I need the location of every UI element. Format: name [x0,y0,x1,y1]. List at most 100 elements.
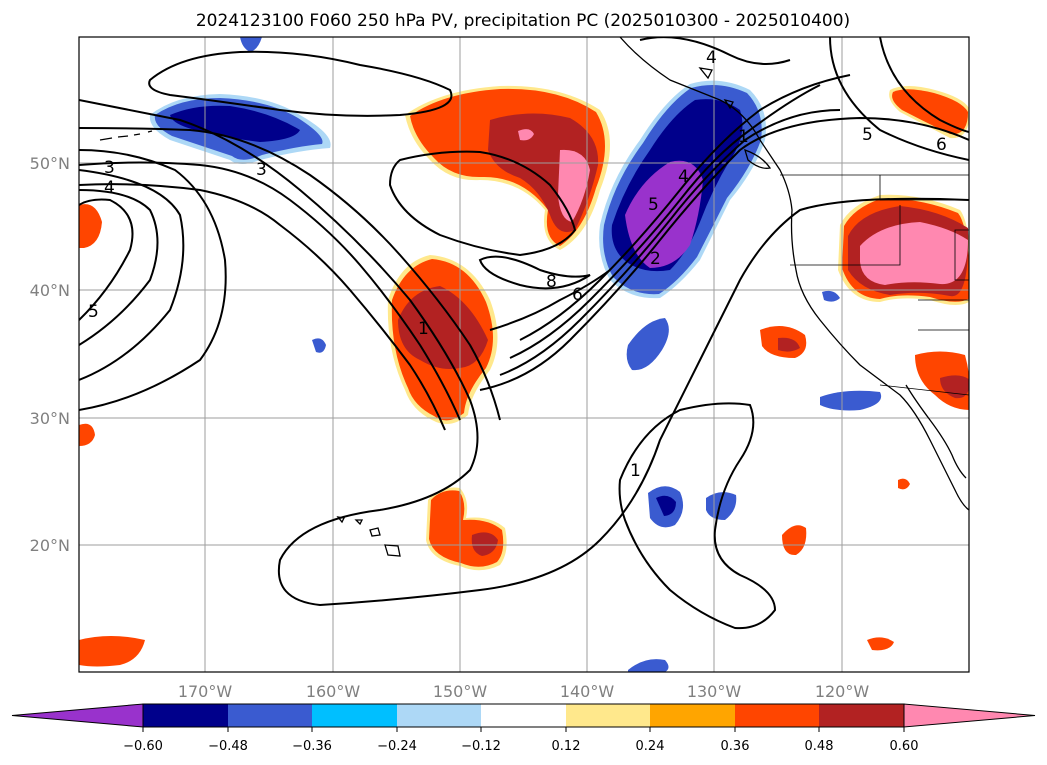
colorbar-tick-label: 0.48 [805,739,834,754]
colorbar-tick-label: 0.60 [890,739,919,754]
precip-anomaly-central-dark [398,286,488,369]
hawaii-islands [336,516,401,557]
contour-label: 4 [706,48,717,68]
contour-label: 1 [738,127,749,147]
contour-label: 4 [678,167,689,187]
pv-contour [79,169,185,381]
aleutian-islands [99,130,153,141]
colorbar-tick-label: −0.12 [461,739,501,754]
colorbar-tick-label: −0.48 [208,739,248,754]
pv-contours [79,37,969,630]
contour-label: 3 [256,160,267,180]
pv-contour [489,269,611,331]
latitude-labels: 50°N 40°N 30°N 20°N [30,154,70,555]
lon-label: 150°W [433,682,488,701]
pv-contour [388,150,577,257]
colorbar-extend-low [11,703,144,728]
precip-anomaly-ne-pacific-pink [558,149,590,222]
contour-label: 8 [546,272,557,292]
precip-anomaly-mid-4 [820,390,882,411]
colorbar-tick-label: −0.24 [377,739,417,754]
colorbar-tick-label: −0.36 [292,739,332,754]
precip-anomaly-small-1 [867,637,894,651]
colorbar-ticks [142,727,905,732]
pv-contour [79,198,134,321]
lat-label: 50°N [30,154,70,173]
contour-label: 1 [630,461,641,481]
pv-contour [148,50,453,117]
precip-anomaly-mid-1 [626,318,669,371]
precip-anomaly-canada-core [892,89,968,135]
precip-anomaly-offshore-ca-dark [778,337,800,352]
pv-contour [79,99,969,607]
pv-contour [79,127,501,421]
contour-labels: 3 4 3 5 1 8 6 2 5 4 1 5 6 4 1 [88,48,947,481]
gridlines [79,37,969,672]
colorbar-tick-label: 0.12 [552,739,581,754]
map-content: 3 4 3 5 1 8 6 2 5 4 1 5 6 4 1 [79,37,969,672]
pv-contour [79,161,461,421]
colorbar-segment [481,704,566,727]
colorbar-tick-label: 0.36 [721,739,750,754]
precip-anomaly-west-us-pink [860,222,968,285]
precip-anomaly-aleutian-navy [170,105,300,142]
contour-label: 6 [572,285,583,305]
precip-positive-anomalies [79,85,969,667]
pv-contour [479,116,969,391]
contour-label: 4 [104,178,115,198]
colorbar-tick-label: 0.24 [636,739,665,754]
state-border-2 [954,229,969,281]
north-america-coast [619,37,969,511]
precip-anomaly-top [240,37,262,52]
map-frame [78,36,970,673]
lon-label: 120°W [815,682,870,701]
colorbar-segment [228,704,312,727]
colorbar: −0.60 −0.48 −0.36 −0.24 −0.12 0.12 0.24 … [11,703,1036,754]
lon-label: 140°W [560,682,615,701]
contour-label: 5 [648,195,659,215]
pv-contour [478,255,591,290]
contour-label: 6 [936,135,947,155]
precip-anomaly-ne-pacific-pink2 [518,129,534,141]
pv-contour [79,183,446,431]
precip-anomaly-hawaii-dark [471,532,498,556]
precip-anomaly-small-2 [898,478,910,490]
pv-contour [79,149,227,411]
baja-coast [905,384,967,479]
contour-label: 2 [650,249,661,269]
pv-contour [79,189,159,346]
precip-anomaly-west-edge2 [79,423,95,446]
pv-contour [618,402,777,630]
us-mexico-border [879,384,969,396]
pv-contour [829,37,969,161]
colorbar-segment [566,704,650,727]
colorbar-segment [819,704,904,727]
vancouver-island [744,148,772,169]
precip-anomaly-subtropic-east [782,525,807,556]
colorbar-segment [397,704,481,727]
precip-anomaly-west-edge [79,204,102,248]
longitude-labels: 170°W 160°W 150°W 140°W 130°W 120°W [178,682,870,701]
figure-title: 2024123100 F060 250 hPa PV, precipitatio… [196,11,850,31]
alaska-islands-1 [698,67,713,80]
precip-anomaly-mid-2-navy [656,495,676,516]
precip-anomaly-southwest [79,636,145,667]
pv-contour [499,109,841,376]
contour-label: 1 [418,319,429,339]
pv-contour [509,84,821,359]
colorbar-frame [142,703,905,728]
pv-contour [519,74,851,341]
contour-label: 5 [88,302,99,322]
colorbar-tick-label: −0.60 [123,739,163,754]
colorbar-segment [735,704,819,727]
lon-label: 170°W [178,682,233,701]
lat-label: 20°N [30,536,70,555]
colorbar-extend-high [903,703,1036,728]
colorbar-segment [312,704,397,727]
colorbar-segment [143,704,228,727]
pv-contour [879,37,969,133]
contour-label: 5 [862,125,873,145]
alaska-islands-2 [723,98,734,110]
lon-label: 130°W [687,682,742,701]
